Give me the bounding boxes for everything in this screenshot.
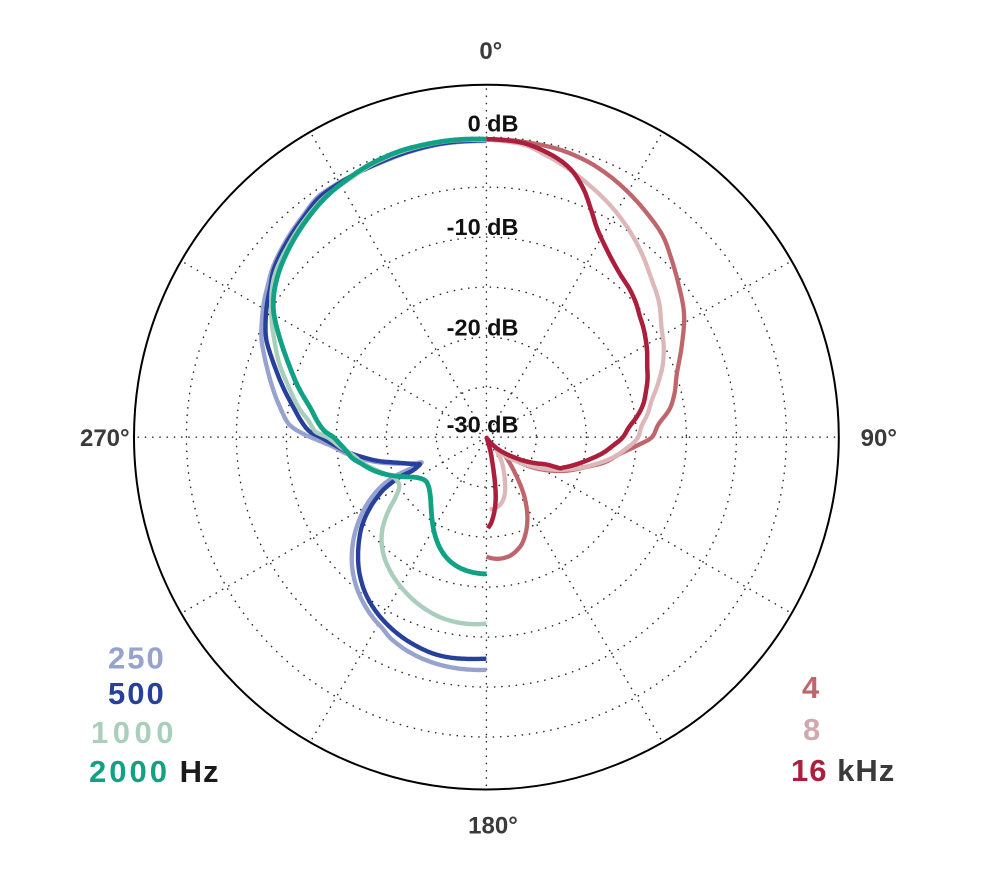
svg-text:4: 4 — [802, 670, 821, 705]
svg-text:-30 dB: -30 dB — [447, 412, 519, 438]
svg-text:0 dB: 0 dB — [468, 111, 519, 137]
svg-text:500: 500 — [108, 676, 166, 711]
svg-text:0°: 0° — [479, 38, 502, 65]
svg-text:8: 8 — [803, 712, 822, 747]
svg-text:180°: 180° — [468, 813, 518, 840]
svg-text:16 kHz: 16 kHz — [791, 753, 895, 788]
svg-text:90°: 90° — [861, 425, 897, 452]
svg-text:-10 dB: -10 dB — [447, 214, 519, 240]
svg-text:250: 250 — [108, 641, 166, 676]
svg-text:270°: 270° — [80, 425, 130, 452]
svg-text:-20 dB: -20 dB — [447, 315, 519, 341]
svg-text:2000 Hz: 2000 Hz — [89, 754, 219, 789]
svg-text:1000: 1000 — [91, 715, 178, 750]
